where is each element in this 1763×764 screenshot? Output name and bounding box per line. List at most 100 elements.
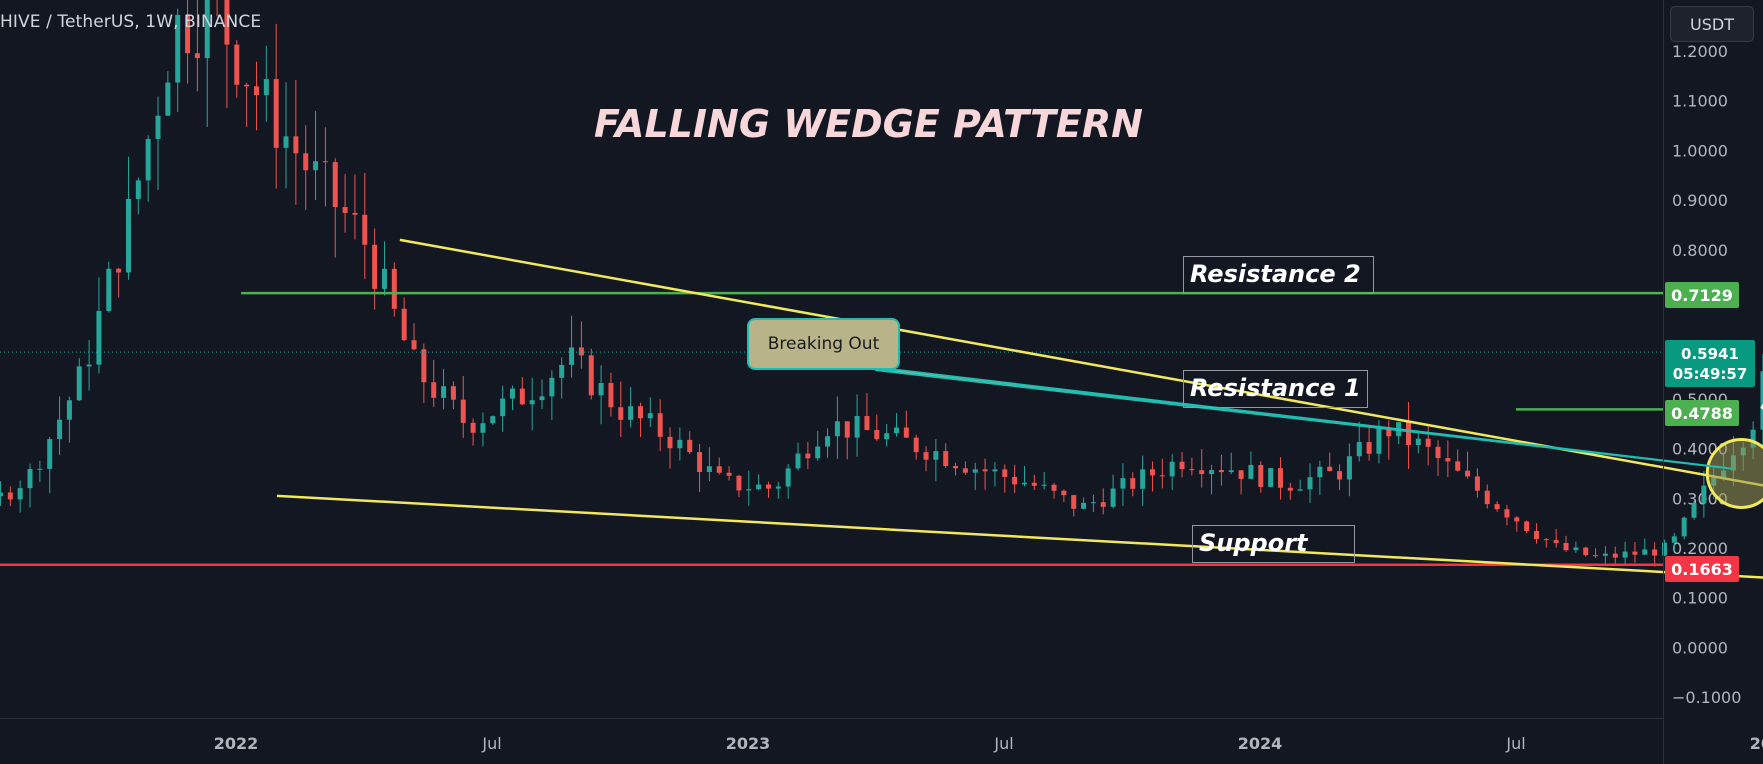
candle-body: [96, 310, 102, 365]
candle-body: [480, 423, 486, 433]
candle-body: [1642, 549, 1648, 555]
candle-body: [1327, 466, 1333, 472]
time-tick-label: 2025: [1750, 734, 1763, 753]
candle-body: [765, 484, 771, 489]
candle-body: [57, 419, 63, 440]
candle-body: [972, 469, 978, 473]
candle-body: [175, 14, 181, 83]
candle-body: [1376, 428, 1382, 454]
candle-body: [431, 382, 437, 398]
candle-body: [47, 439, 53, 469]
candle-body: [1573, 547, 1579, 551]
candle-body: [953, 466, 959, 469]
price-tick-label: 0.9000: [1672, 191, 1728, 210]
candle-body: [1081, 502, 1087, 509]
candle-body: [608, 383, 614, 408]
candle-body: [1661, 542, 1667, 556]
symbol-title[interactable]: HIVE / TetherUS, 1W, BINANCE: [0, 12, 262, 32]
candle-body: [155, 115, 161, 139]
candle-body: [1504, 509, 1510, 518]
candle-body: [1287, 487, 1293, 491]
price-tick-label: 1.1000: [1672, 92, 1728, 111]
candle-body: [352, 212, 358, 215]
candle-body: [1346, 456, 1352, 480]
candle-body: [982, 469, 988, 472]
candle-body: [106, 268, 112, 311]
candle-body: [943, 451, 949, 467]
candle-body: [1021, 482, 1027, 485]
candle-body: [303, 153, 309, 171]
candle-body: [716, 466, 722, 473]
candle-body: [391, 268, 397, 309]
currency-button[interactable]: USDT: [1670, 6, 1754, 42]
candle-body: [1140, 469, 1146, 489]
candle-body: [1031, 482, 1037, 486]
time-tick-label: Jul: [1505, 734, 1525, 753]
candle-body: [313, 161, 319, 171]
candle-body: [1297, 489, 1303, 491]
candle-body: [647, 413, 653, 419]
candle-body: [1268, 468, 1274, 487]
time-tick-label: 2022: [214, 734, 259, 753]
candle-body: [519, 388, 525, 405]
candle-body: [500, 398, 506, 417]
candle-body: [1002, 469, 1008, 477]
candle-body: [844, 421, 850, 438]
candle-body: [37, 468, 43, 470]
candle-body: [17, 488, 23, 500]
candle-body: [372, 244, 378, 289]
candle-body: [1248, 464, 1254, 479]
candle-body: [125, 199, 131, 273]
candle-body: [441, 386, 447, 398]
candle-body: [1110, 488, 1116, 507]
candle-body: [1563, 543, 1569, 551]
candle-body: [1553, 540, 1559, 544]
candle-body: [1425, 438, 1431, 447]
candle-body: [490, 416, 496, 424]
candle-body: [992, 469, 998, 472]
candle-body: [1337, 471, 1343, 480]
candle-body: [1228, 470, 1234, 473]
candle-body: [27, 469, 33, 489]
candle-body: [962, 468, 968, 473]
candle-body: [549, 377, 555, 397]
candle-body: [1415, 438, 1421, 446]
candle-body: [381, 268, 387, 289]
candle-body: [1199, 470, 1205, 475]
candle-body: [628, 406, 634, 420]
candle-body: [362, 214, 368, 245]
candle-body: [687, 439, 693, 453]
resistance-1-label: Resistance 1: [1183, 370, 1368, 408]
candle-body: [1159, 475, 1165, 477]
candle-body: [204, 0, 210, 59]
candle-body: [1543, 539, 1549, 541]
time-tick-label: Jul: [481, 734, 501, 753]
candle-body: [736, 475, 742, 491]
candle-body: [637, 406, 643, 419]
candle-body: [588, 355, 594, 396]
candle-body: [509, 388, 515, 399]
candle-body: [1179, 461, 1185, 470]
candle-body: [706, 466, 712, 473]
candle-body: [1090, 502, 1096, 504]
price-tick-label: −0.1000: [1672, 688, 1741, 707]
candle-body: [559, 364, 565, 378]
last-price-tag: 0.5941 05:49:57: [1665, 340, 1755, 387]
candle-body: [1041, 484, 1047, 486]
candle-body: [66, 400, 72, 420]
candle-body: [450, 386, 456, 400]
candle-body: [657, 413, 663, 437]
time-axis-separator: [0, 718, 1663, 719]
candle-body: [1514, 517, 1520, 522]
candle-body: [1051, 484, 1057, 491]
candle-body: [913, 437, 919, 453]
candle-body: [1386, 428, 1392, 437]
candle-body: [1366, 442, 1372, 454]
candle-body: [874, 429, 880, 440]
candle-body: [785, 468, 791, 487]
candle-body: [185, 14, 191, 54]
candle-body: [1435, 446, 1441, 459]
candle-body: [273, 79, 279, 148]
